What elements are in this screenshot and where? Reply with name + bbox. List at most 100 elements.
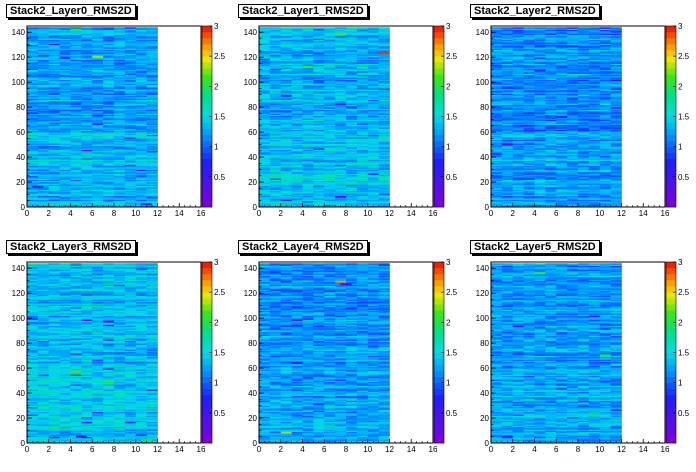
heatmap-cell	[124, 192, 137, 194]
heatmap-cell	[27, 109, 39, 112]
heatmap-cell	[70, 78, 82, 80]
heatmap-cell	[280, 74, 292, 77]
heatmap-cell	[356, 33, 369, 36]
heatmap-cell	[92, 122, 104, 124]
heatmap-cell	[114, 35, 126, 38]
palette-band	[434, 200, 444, 208]
heatmap-cell	[37, 48, 50, 51]
heatmap-cell	[501, 112, 514, 114]
heatmap-cell	[135, 129, 147, 132]
heatmap-cell	[27, 165, 39, 168]
heatmap-cell	[491, 93, 503, 95]
heatmap-cell	[280, 184, 292, 187]
heatmap-cell	[335, 45, 347, 48]
heatmap-cell	[556, 119, 568, 122]
heatmap-cell	[534, 85, 546, 88]
heatmap-cell	[324, 78, 336, 80]
heatmap-cell	[501, 97, 514, 99]
heatmap-cell	[512, 108, 524, 110]
heatmap-cell	[367, 135, 379, 138]
heatmap-cell	[70, 107, 82, 109]
heatmap-cell	[302, 195, 314, 198]
heatmap-cell	[135, 160, 147, 163]
heatmap-cell	[48, 194, 60, 197]
heatmap-cell	[512, 149, 524, 152]
heatmap-cell	[92, 79, 104, 82]
heatmap-cell	[124, 195, 137, 198]
heatmap-cell	[367, 72, 379, 74]
heatmap-cell	[610, 153, 622, 155]
heatmap-cell	[367, 179, 379, 182]
heatmap-cell	[114, 183, 126, 185]
heatmap-cell	[578, 175, 590, 178]
heatmap-cell	[356, 37, 369, 39]
heatmap-cell	[70, 185, 82, 188]
heatmap-cell	[599, 174, 611, 177]
heatmap-cell	[27, 67, 39, 69]
heatmap-cell	[335, 35, 347, 38]
heatmap-cell	[59, 35, 71, 38]
heatmap-cell	[59, 27, 71, 29]
heatmap-cell	[534, 189, 546, 192]
heatmap-cell	[512, 183, 524, 185]
heatmap-cell	[567, 134, 579, 137]
heatmap-cell	[501, 93, 514, 95]
heatmap-cell	[367, 60, 379, 63]
heatmap-cell	[280, 174, 292, 177]
heatmap-cell	[335, 82, 347, 84]
heatmap-cell	[27, 38, 39, 41]
heatmap-cell	[291, 163, 303, 165]
heatmap-cell	[114, 130, 126, 133]
heatmap-cell	[610, 180, 622, 183]
heatmap-cell	[599, 133, 611, 135]
heatmap-cell	[259, 145, 271, 148]
heatmap-cell	[81, 92, 93, 94]
heatmap-cell	[588, 198, 601, 200]
x-tick-label: 10	[131, 209, 140, 218]
heatmap-cell	[378, 83, 390, 85]
heatmap-cell	[578, 120, 590, 123]
heatmap-cell	[124, 167, 137, 169]
heatmap-cell	[356, 138, 369, 140]
heatmap-cell	[135, 197, 147, 199]
heatmap-cell	[269, 72, 282, 74]
heatmap-cell	[356, 128, 369, 130]
palette-band	[202, 50, 212, 57]
heatmap-cell	[124, 28, 137, 31]
heatmap-cell	[269, 34, 282, 37]
heatmap-cell	[27, 104, 39, 107]
heatmap-cell	[491, 175, 503, 178]
heatmap-cell	[70, 177, 82, 179]
heatmap-panel-layer2: 0 2 4 6 8 10 12 14 16 0 20 40 60 80 100 120 140 0.5 1 1.5 2 2…	[464, 0, 696, 236]
heatmap-cell	[567, 90, 579, 93]
heatmap-cell	[556, 140, 568, 143]
heatmap-cell	[302, 70, 314, 73]
heatmap-cell	[588, 170, 601, 173]
heatmap-cell	[259, 78, 271, 80]
heatmap-cell	[291, 84, 303, 87]
heatmap-cell	[146, 147, 158, 149]
heatmap-cell	[512, 123, 524, 125]
heatmap-cell	[146, 38, 158, 41]
heatmap-cell	[501, 138, 514, 140]
heatmap-cell	[48, 202, 60, 204]
heatmap-cell	[269, 93, 282, 95]
heatmap-cell	[302, 84, 314, 87]
heatmap-cell	[313, 37, 325, 39]
heatmap-cell	[556, 178, 568, 180]
heatmap-cell	[81, 70, 93, 73]
heatmap-cell	[523, 160, 535, 163]
heatmap-cell	[491, 99, 503, 102]
heatmap-cell	[280, 169, 292, 172]
heatmap-cell	[302, 82, 314, 84]
heatmap-cell	[48, 124, 60, 127]
heatmap-cell	[578, 197, 590, 199]
heatmap-cell	[501, 78, 514, 80]
heatmap-cell	[588, 99, 601, 102]
heatmap-cell	[335, 54, 347, 57]
heatmap-cell	[324, 142, 336, 144]
heatmap-cell	[501, 188, 514, 190]
heatmap-cell	[27, 190, 39, 193]
heatmap-cell	[302, 112, 314, 114]
heatmap-cell	[27, 142, 39, 144]
